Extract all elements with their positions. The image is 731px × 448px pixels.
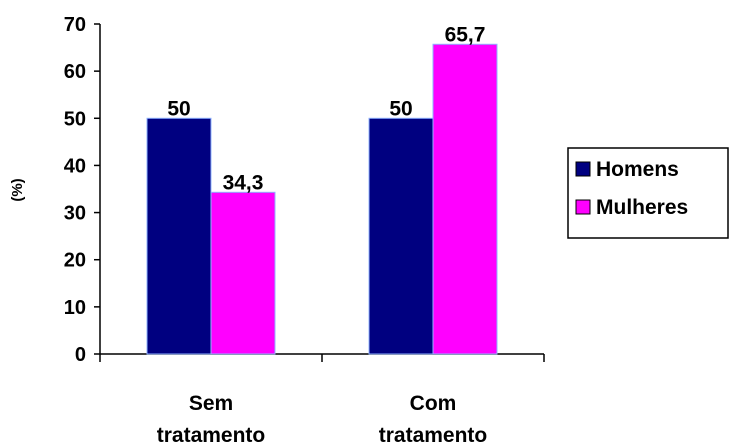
y-tick-label: 40 xyxy=(64,155,86,177)
legend: Homens Mulheres xyxy=(567,147,729,239)
x-category-label: Com tratamento xyxy=(379,392,488,447)
data-labels: 50 34,3 50 65,7 xyxy=(167,23,485,194)
bar-mulheres xyxy=(432,43,498,355)
y-tick-label: 70 xyxy=(64,14,86,36)
legend-swatch-mulheres xyxy=(575,199,591,215)
y-axis-label: (%) xyxy=(9,178,26,201)
y-tick-label: 60 xyxy=(64,61,86,83)
bar-mulheres xyxy=(210,191,276,355)
bar-homens xyxy=(146,117,212,355)
bar-homens xyxy=(368,117,434,355)
legend-label: Mulheres xyxy=(596,196,688,219)
y-tick-label: 30 xyxy=(64,203,86,225)
legend-label: Homens xyxy=(596,158,679,181)
y-tick-label: 20 xyxy=(64,250,86,272)
axes: 0 10 20 30 40 50 60 70 Sem tratamento Com tratament… xyxy=(64,14,545,447)
y-tick-label: 0 xyxy=(75,344,86,366)
legend-box xyxy=(567,147,729,239)
y-tick-label: 50 xyxy=(64,108,86,130)
x-category-label: Sem tratamento xyxy=(157,392,266,447)
legend-swatch-homens xyxy=(575,161,591,177)
y-tick-label: 10 xyxy=(64,297,86,319)
data-label: 50 xyxy=(167,97,190,120)
bars xyxy=(146,43,498,355)
data-label: 34,3 xyxy=(223,171,264,194)
data-label: 50 xyxy=(389,97,412,120)
data-label: 65,7 xyxy=(445,23,486,46)
